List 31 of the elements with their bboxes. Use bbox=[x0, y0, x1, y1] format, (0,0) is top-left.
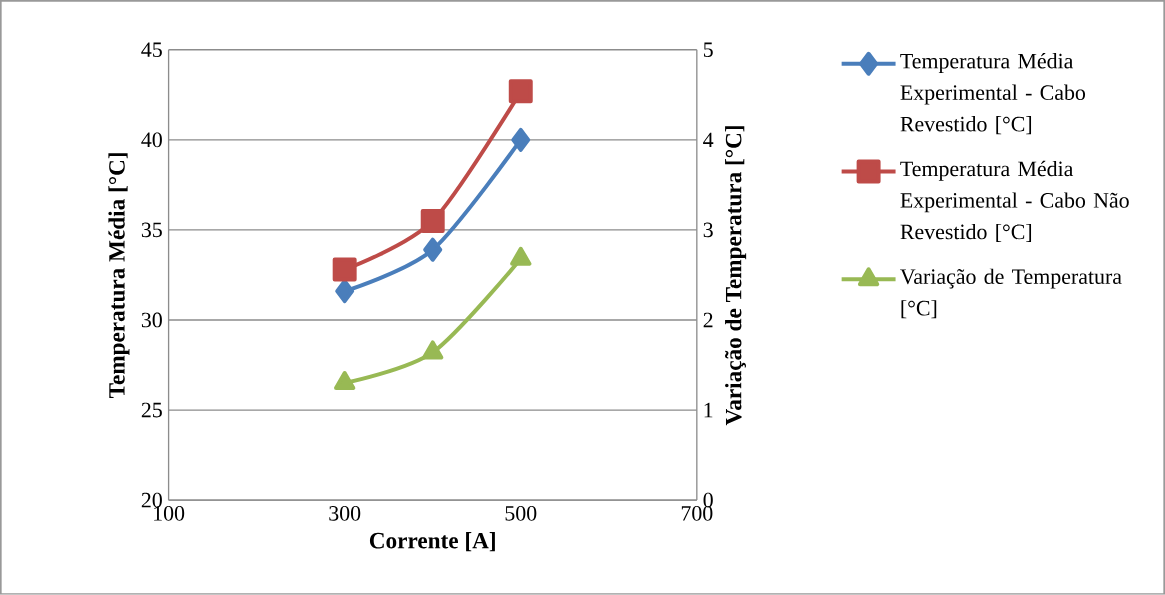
point bbox=[423, 237, 443, 262]
legend-label: Temperatura Média Experimental - Cabo Não Revestido [°C] bbox=[900, 160, 1129, 243]
legend-label: Temperatura Média Experimental - Cabo Revestido [°C] bbox=[900, 53, 1086, 135]
y2-tick-label: 2 bbox=[703, 312, 713, 328]
legend-label: Variação de Temperatura [°C] bbox=[900, 268, 1122, 319]
y-axis-title: Temperatura Média [°C] bbox=[108, 153, 130, 399]
y2-tick-label: 1 bbox=[704, 402, 713, 418]
y-tick-label: 35 bbox=[141, 222, 162, 238]
x-tick-label: 500 bbox=[505, 506, 537, 521]
x-tick-label: 100 bbox=[154, 506, 185, 521]
point bbox=[510, 246, 532, 266]
x-axis-title: Corrente [A] bbox=[369, 532, 495, 552]
y-tick-label: 30 bbox=[141, 312, 162, 328]
point bbox=[334, 371, 356, 391]
y-tick-label: 45 bbox=[141, 42, 162, 58]
y-tick-label: 25 bbox=[141, 402, 162, 418]
y2-tick-label: 4 bbox=[703, 132, 714, 148]
point bbox=[420, 209, 445, 233]
point bbox=[511, 127, 531, 152]
point bbox=[335, 279, 355, 304]
y2-axis-title: Variação de Temperatura [°C] bbox=[725, 126, 747, 426]
point bbox=[422, 340, 444, 360]
point bbox=[508, 79, 533, 104]
x-tick-label: 300 bbox=[329, 506, 361, 521]
y2-tick-label: 0 bbox=[703, 492, 713, 508]
y-tick-label: 20 bbox=[141, 492, 162, 508]
y-tick-label: 40 bbox=[141, 132, 162, 148]
y2-tick-label: 3 bbox=[703, 222, 713, 238]
point bbox=[332, 257, 357, 282]
x-tick-label: 700 bbox=[681, 506, 713, 521]
y2-tick-label: 5 bbox=[703, 42, 713, 58]
